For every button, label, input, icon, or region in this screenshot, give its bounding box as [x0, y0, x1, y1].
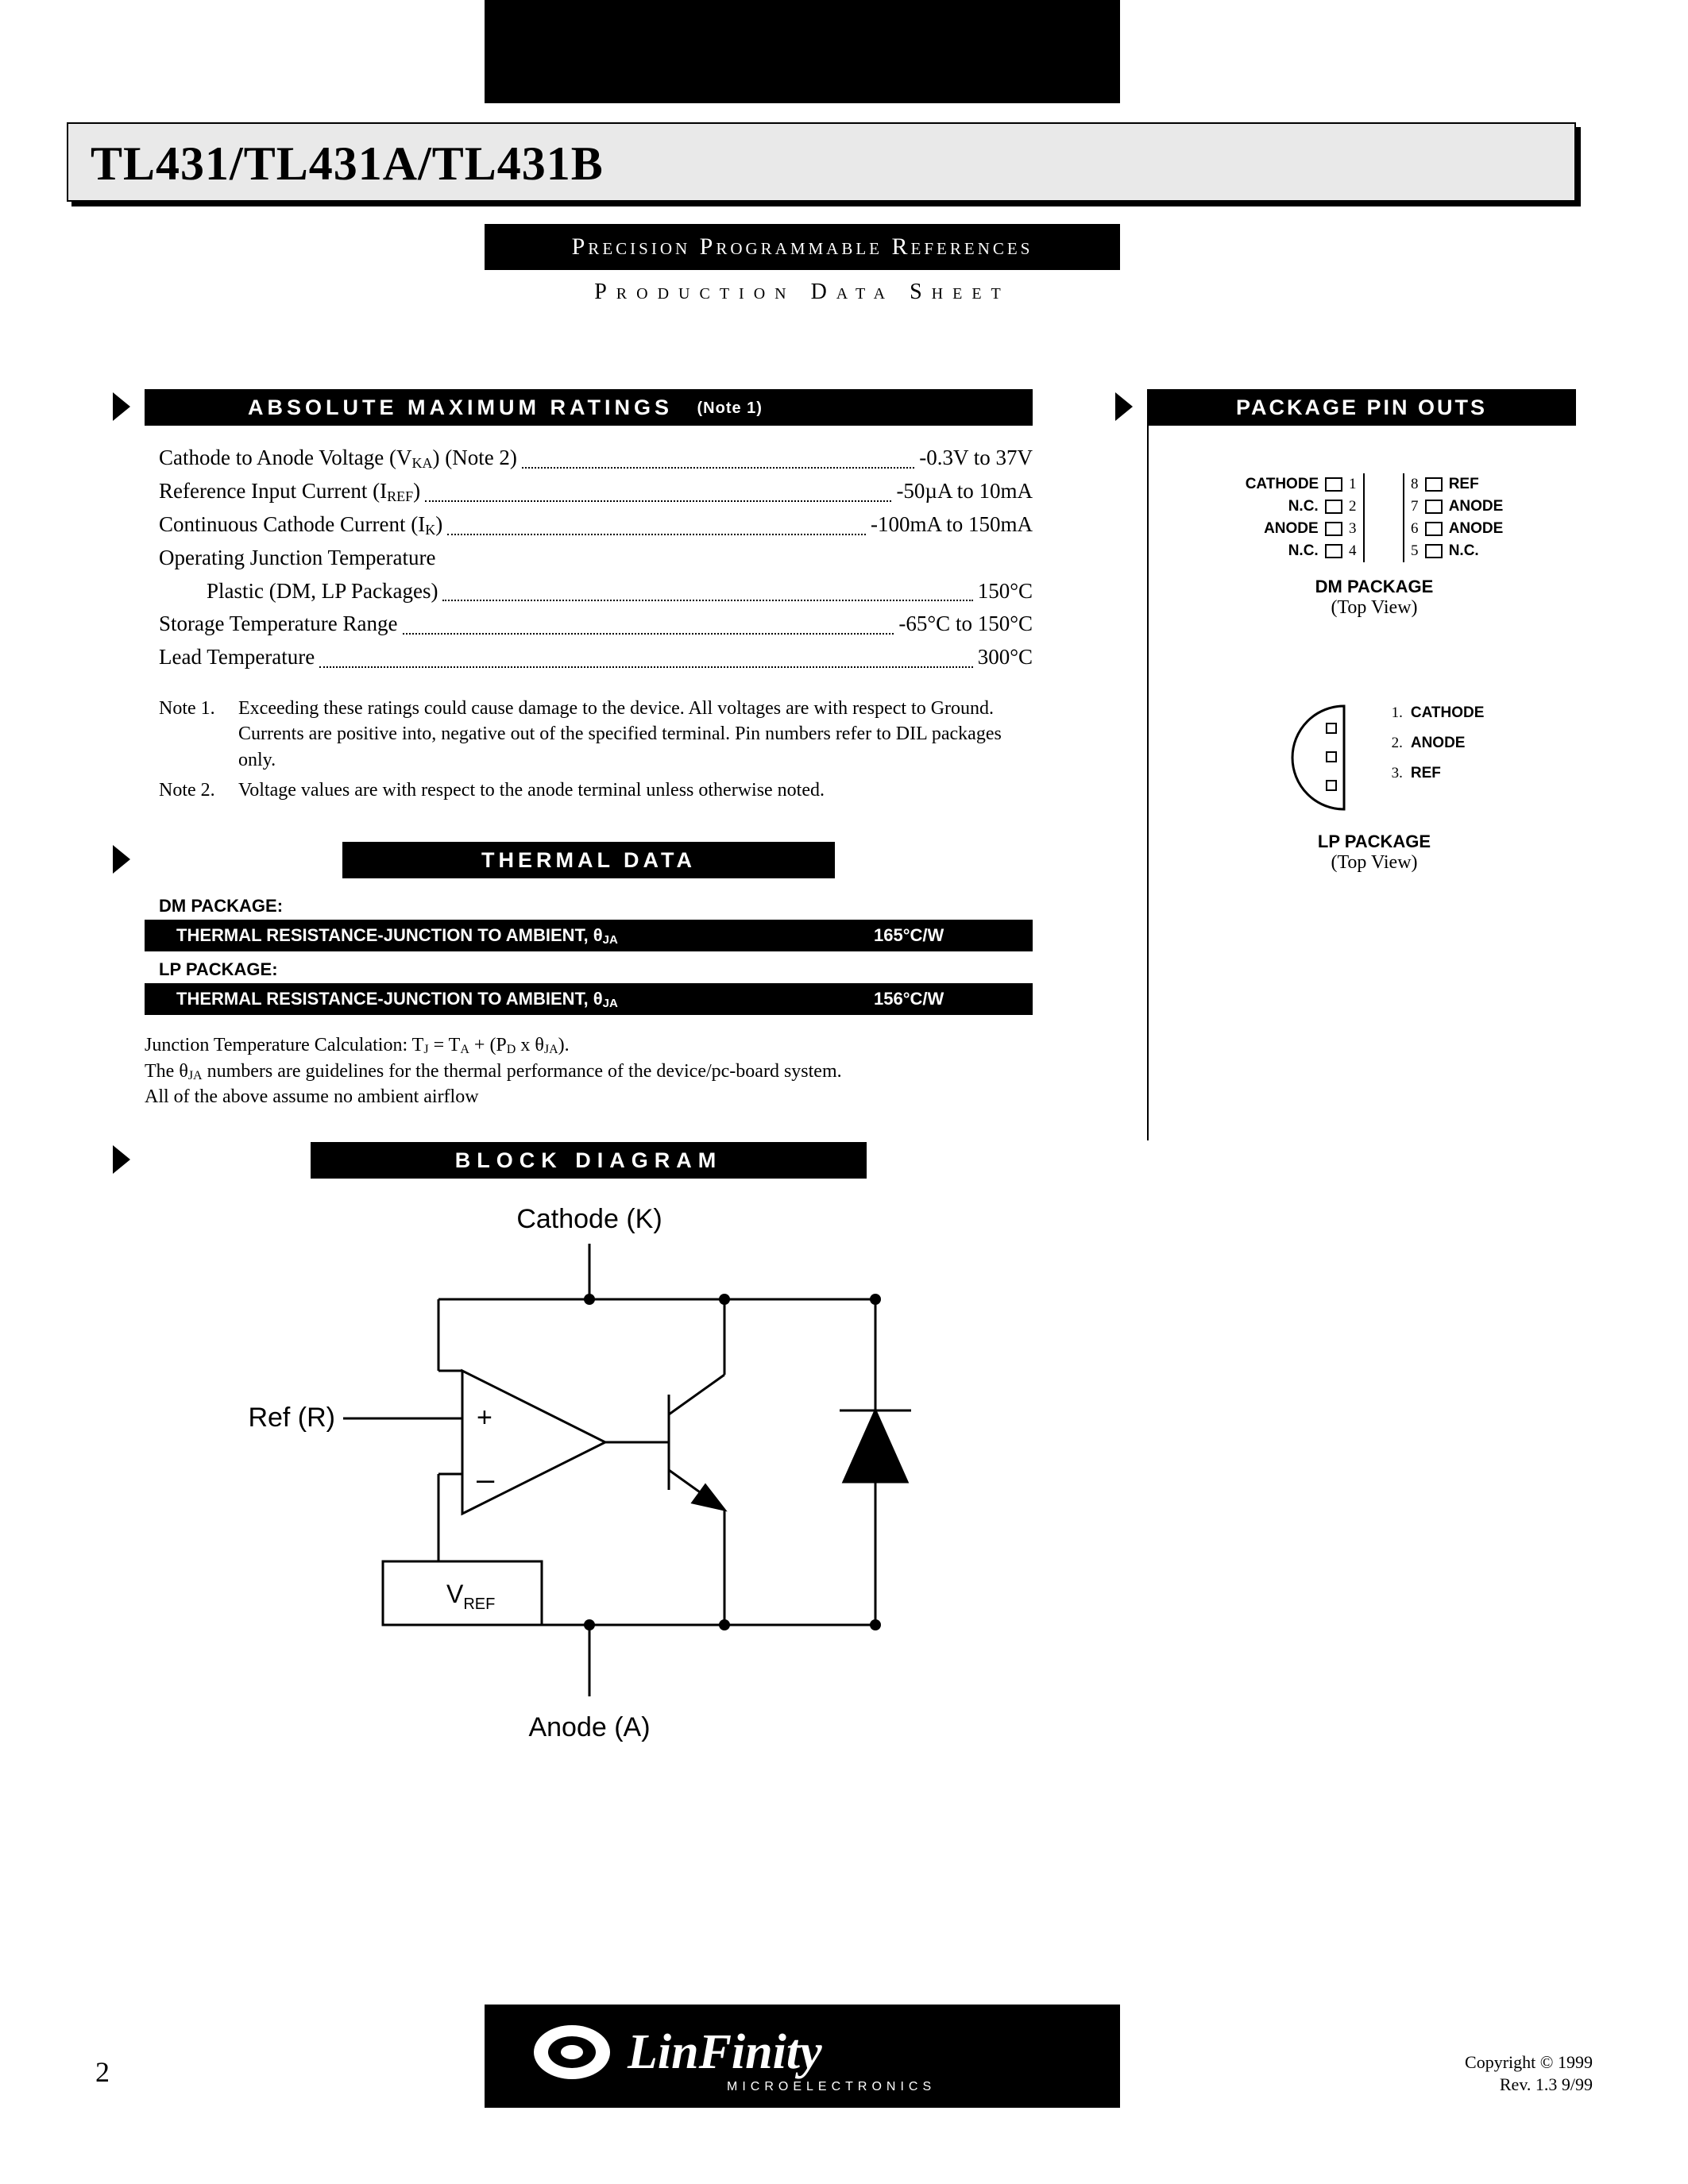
lp-pin-row: 3.REF [1392, 758, 1485, 789]
thermal-pkg-label: LP PACKAGE: [145, 951, 1033, 983]
lp-caption: LP PACKAGE [1172, 832, 1576, 852]
linfinity-logo: LinFinity MICROELECTRONICS [524, 2012, 1080, 2100]
svg-text:–: – [477, 1462, 495, 1497]
abs-max-heading: ABSOLUTE MAXIMUM RATINGS (Note 1) [145, 389, 1033, 426]
lp-pin-list: 1.CATHODE2.ANODE3.REF [1392, 698, 1485, 817]
cathode-label: Cathode (K) [516, 1204, 662, 1234]
part-number-title: TL431/TL431A/TL431B [68, 137, 604, 190]
lp-pin-row: 1.CATHODE [1392, 698, 1485, 728]
thermal-table: DM PACKAGE:THERMAL RESISTANCE-JUNCTION T… [145, 888, 1033, 1015]
title-box: TL431/TL431A/TL431B [67, 122, 1576, 202]
svg-text:LinFinity: LinFinity [627, 2025, 822, 2079]
thermal-footer: Junction Temperature Calculation: TJ = T… [145, 1032, 1033, 1110]
dm-package-pins: CATHODE1 8REF N.C.2 7ANODE ANODE3 6ANODE… [1172, 473, 1576, 562]
thermal-pkg-label: DM PACKAGE: [145, 888, 1033, 920]
ref-label: Ref (R) [248, 1403, 335, 1433]
copyright: Copyright © 1999 Rev. 1.3 9/99 [1465, 2051, 1593, 2097]
thermal-section: THERMAL DATA [145, 842, 1033, 878]
section-arrow-icon [113, 845, 130, 874]
abs-max-heading-text: ABSOLUTE MAXIMUM RATINGS [248, 396, 673, 419]
abs-max-heading-note: (Note 1) [697, 399, 763, 417]
thermal-footer-line: All of the above assume no ambient airfl… [145, 1084, 1033, 1109]
thermal-row: THERMAL RESISTANCE-JUNCTION TO AMBIENT, … [145, 920, 1033, 951]
pinout-heading: PACKAGE PIN OUTS [1147, 389, 1576, 426]
dip-row: CATHODE1 8REF [1246, 473, 1504, 496]
rating-row: Continuous Cathode Current (IK) -100mA t… [159, 508, 1033, 542]
dip-row: N.C.4 5N.C. [1246, 540, 1504, 562]
thermal-footer-line: The θJA numbers are guidelines for the t… [145, 1059, 1033, 1085]
anode-label: Anode (A) [528, 1712, 650, 1742]
rating-row: Plastic (DM, LP Packages) 150°C [159, 575, 1033, 608]
copyright-line1: Copyright © 1999 [1465, 2051, 1593, 2074]
dm-caption: DM PACKAGE [1172, 577, 1576, 597]
abs-max-ratings-list: Cathode to Anode Voltage (VKA) (Note 2) … [159, 442, 1033, 674]
rating-row: Storage Temperature Range -65°C to 150°C [159, 608, 1033, 641]
thermal-footer-line: Junction Temperature Calculation: TJ = T… [145, 1032, 1033, 1059]
section-arrow-icon [113, 1145, 130, 1174]
copyright-line2: Rev. 1.3 9/99 [1465, 2074, 1593, 2097]
thermal-heading: THERMAL DATA [342, 842, 835, 878]
svg-text:+: + [477, 1403, 492, 1433]
svg-text:MICROELECTRONICS: MICROELECTRONICS [727, 2080, 936, 2093]
rating-row: Lead Temperature 300°C [159, 641, 1033, 674]
page-number: 2 [95, 2055, 110, 2089]
block-diagram-heading: BLOCK DIAGRAM [311, 1142, 867, 1179]
block-diagram-section: BLOCK DIAGRAM [145, 1142, 1033, 1179]
lp-pin-row: 2.ANODE [1392, 728, 1485, 758]
footer-band: LinFinity MICROELECTRONICS [485, 2005, 1120, 2108]
block-diagram: + – [145, 1196, 1033, 1788]
lp-outline-icon [1265, 698, 1368, 817]
lp-package: 1.CATHODE2.ANODE3.REF [1172, 698, 1576, 817]
section-arrow-icon [1115, 392, 1133, 421]
rating-row: Cathode to Anode Voltage (VKA) (Note 2) … [159, 442, 1033, 475]
pinout-body: CATHODE1 8REF N.C.2 7ANODE ANODE3 6ANODE… [1147, 426, 1576, 1140]
rating-row: Reference Input Current (IREF) -50µA to … [159, 475, 1033, 508]
abs-max-section: ABSOLUTE MAXIMUM RATINGS (Note 1) [145, 389, 1033, 426]
rating-row: Operating Junction Temperature [159, 542, 1033, 575]
note-row: Note 2.Voltage values are with respect t… [159, 778, 1033, 803]
thermal-row: THERMAL RESISTANCE-JUNCTION TO AMBIENT, … [145, 983, 1033, 1015]
section-arrow-icon [113, 392, 130, 421]
dm-sub: (Top View) [1172, 597, 1576, 619]
subtitle-band: Precision Programmable References [485, 224, 1120, 270]
note-row: Note 1.Exceeding these ratings could cau… [159, 696, 1033, 773]
dip-row: N.C.2 7ANODE [1246, 496, 1504, 518]
dip-row: ANODE3 6ANODE [1246, 518, 1504, 540]
subtitle-2: Production Data Sheet [485, 280, 1120, 305]
abs-max-notes: Note 1.Exceeding these ratings could cau… [159, 696, 1033, 808]
lp-sub: (Top View) [1172, 852, 1576, 874]
top-band [485, 0, 1120, 103]
